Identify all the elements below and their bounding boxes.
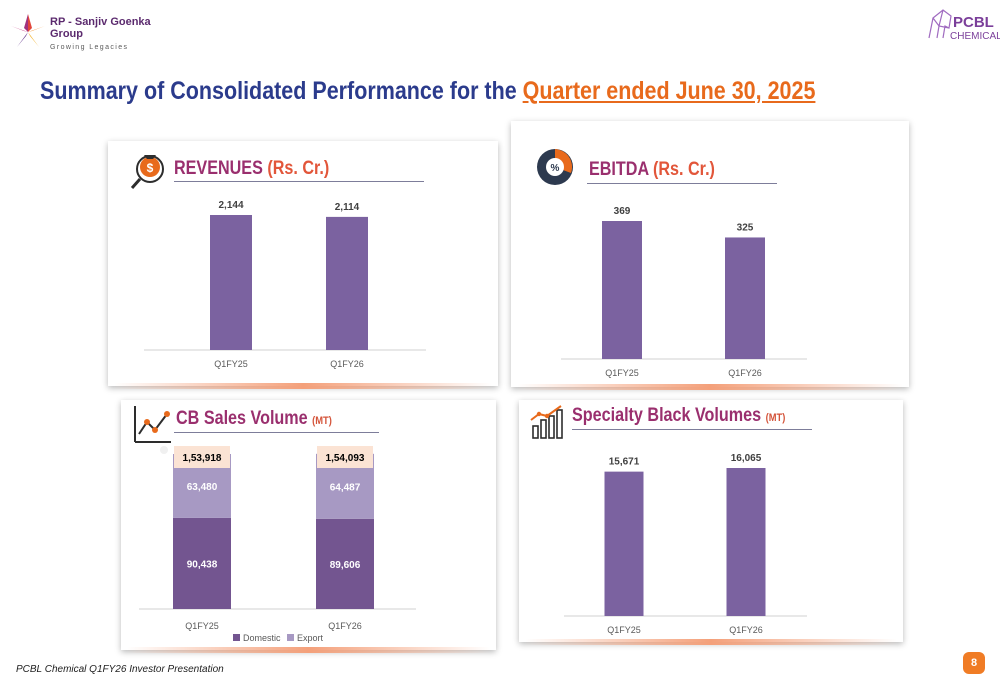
x-tick-label: Q1FY26 — [328, 621, 362, 631]
x-tick-label: Q1FY25 — [607, 625, 641, 635]
group-tagline: Growing Legacies — [50, 44, 129, 51]
ebitda-title-unit: (Rs. Cr.) — [653, 159, 715, 180]
x-tick-label: Q1FY26 — [330, 359, 364, 369]
ebitda-card: % EBITDA (Rs. Cr.) 369 Q1FY25 325 Q1FY26 — [511, 121, 909, 390]
legend-swatch-domestic — [233, 634, 240, 641]
elephant-icon — [928, 9, 952, 39]
svg-text:$: $ — [147, 161, 154, 175]
bar — [726, 468, 766, 616]
group-star-icon — [11, 14, 45, 47]
total-label: 1,54,093 — [326, 453, 365, 464]
money-bag-magnifier-icon: $ — [130, 155, 164, 189]
x-tick-label: Q1FY25 — [214, 359, 248, 369]
decor-dot — [160, 446, 168, 454]
x-tick-label: Q1FY25 — [605, 368, 639, 378]
cb-sales-card: CB Sales Volume (MT) 90,438 63,480 1,53,91… — [121, 400, 496, 653]
page-title: Summary of Consolidated Performance for … — [40, 77, 815, 106]
segment-label: 64,487 — [330, 482, 361, 493]
logo-pcbl: PCBL — [953, 14, 994, 31]
cb-sales-chart: 90,438 63,480 1,53,918 Q1FY25 89,606 64,487 1,… — [139, 446, 416, 643]
bar — [326, 216, 368, 350]
bar — [602, 221, 642, 359]
specialty-title-unit: (MT) — [765, 412, 786, 424]
total-label-box — [174, 446, 230, 468]
specialty-title-underline — [572, 429, 812, 430]
x-tick-label: Q1FY25 — [185, 621, 219, 631]
revenues-title-unit: (Rs. Cr.) — [267, 158, 330, 179]
card-accent-bar — [517, 384, 903, 390]
ebitda-title-underline — [587, 183, 777, 184]
group-logo: RP - Sanjiv Goenka Group Growing Legacie… — [8, 10, 168, 60]
company-logo: PCBL CHEMICAL — [925, 4, 1000, 44]
bar — [725, 237, 765, 359]
segment-label: 63,480 — [187, 482, 218, 493]
x-tick-label: Q1FY26 — [728, 368, 762, 378]
cb-sales-title-unit: (MT) — [312, 415, 332, 427]
data-label: 15,671 — [609, 457, 640, 468]
ebitda-title: EBITDA (Rs. Cr.) — [589, 159, 715, 181]
revenues-title-underline — [174, 181, 424, 182]
cb-sales-title-underline — [174, 432, 379, 433]
logo-chemical: CHEMICAL — [950, 31, 1000, 42]
data-label: 325 — [737, 222, 754, 233]
page-title-main: Summary of Consolidated Performance for … — [40, 77, 523, 105]
bar-segment-domestic — [173, 517, 231, 609]
bar — [210, 215, 252, 350]
card-accent-bar — [114, 383, 492, 389]
bar — [604, 471, 644, 616]
legend-label: Export — [297, 633, 324, 643]
cb-sales-title-main: CB Sales Volume — [176, 408, 308, 429]
bar-segment-domestic — [316, 518, 374, 609]
card-accent-bar — [525, 639, 897, 645]
data-label: 2,144 — [218, 200, 243, 211]
x-tick-label: Q1FY26 — [729, 625, 763, 635]
data-label: 369 — [614, 206, 631, 217]
legend-swatch-export — [287, 634, 294, 641]
svg-text:%: % — [551, 163, 560, 174]
footer-text: PCBL Chemical Q1FY26 Investor Presentati… — [16, 664, 224, 675]
card-accent-bar — [127, 647, 490, 653]
revenues-chart: 2,144 Q1FY25 2,114 Q1FY26 — [144, 200, 426, 369]
total-label: 1,53,918 — [183, 453, 222, 464]
segment-label: 90,438 — [187, 559, 218, 570]
cb-sales-title: CB Sales Volume (MT) — [176, 408, 332, 430]
revenues-title-main: REVENUES — [174, 158, 263, 179]
page-title-highlight: Quarter ended June 30, 2025 — [522, 77, 816, 105]
legend-label: Domestic — [243, 633, 281, 643]
segment-label: 89,606 — [330, 560, 361, 571]
line-chart-icon — [134, 406, 171, 443]
ebitda-title-main: EBITDA — [589, 159, 649, 180]
specialty-title: Specialty Black Volumes (MT) — [572, 405, 785, 427]
data-label: 2,114 — [335, 202, 360, 213]
revenues-card: $ REVENUES (Rs. Cr.) 2,144 Q1FY25 2,114 Q1F… — [108, 141, 498, 389]
ebitda-chart: 369 Q1FY25 325 Q1FY26 — [561, 206, 807, 378]
specialty-title-main: Specialty Black Volumes — [572, 405, 762, 426]
total-label-box — [317, 446, 373, 468]
revenues-title: REVENUES (Rs. Cr.) — [174, 158, 329, 180]
pie-chart-icon: % — [537, 149, 573, 185]
specialty-chart: 15,671 Q1FY25 16,065 Q1FY26 — [564, 453, 807, 635]
page-number: 8 — [963, 652, 985, 674]
data-label: 16,065 — [731, 453, 762, 464]
group-name: RP - Sanjiv Goenka Group — [50, 16, 151, 40]
bar-growth-icon — [530, 405, 563, 439]
specialty-card: Specialty Black Volumes (MT) 15,671 Q1FY2… — [519, 400, 903, 645]
